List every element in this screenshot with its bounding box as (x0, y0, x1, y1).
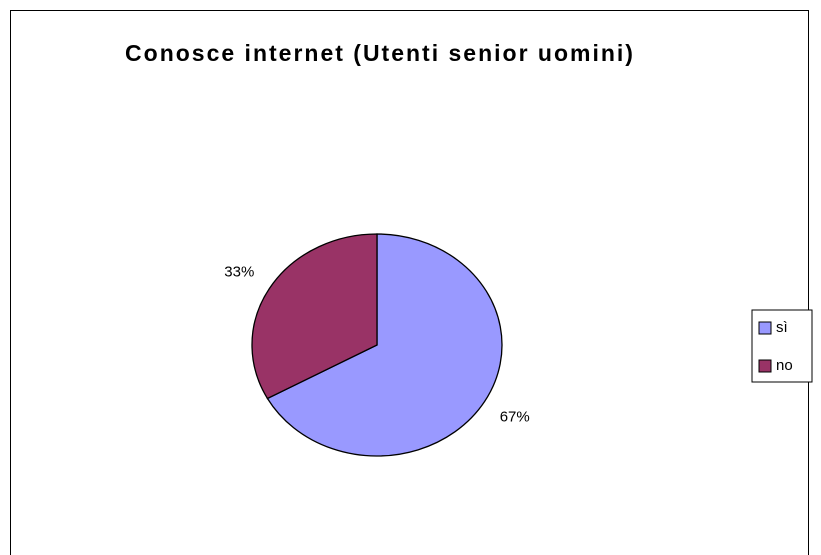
legend-swatch (758, 359, 772, 373)
legend-label: sì (776, 319, 788, 336)
pie-slice (251, 233, 378, 400)
data-label: 33% (224, 264, 254, 281)
chart-frame (10, 10, 809, 555)
data-label: 67% (500, 408, 530, 425)
legend-label: no (776, 357, 793, 374)
chart-title: Conosce internet (Utenti senior uomini) (125, 40, 635, 66)
pie-slice (266, 233, 503, 457)
legend-swatch (758, 321, 772, 335)
